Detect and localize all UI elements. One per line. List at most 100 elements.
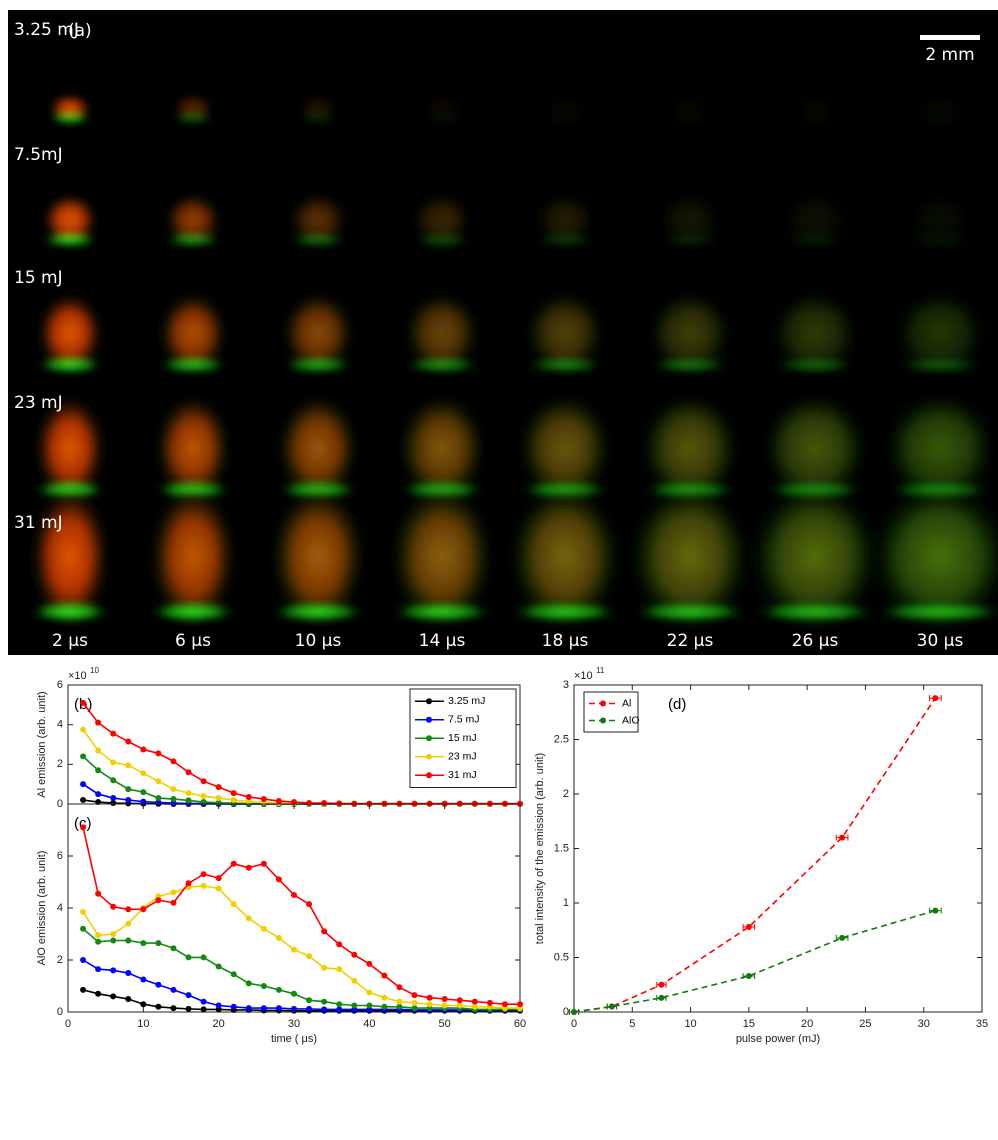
data-point — [230, 860, 237, 867]
data-point — [80, 925, 87, 932]
legend-marker — [426, 772, 432, 779]
plume — [532, 192, 598, 248]
data-point — [155, 795, 162, 802]
data-point — [80, 699, 87, 706]
plume-green-halo — [781, 192, 849, 248]
legend-label: 31 mJ — [448, 769, 477, 781]
x-tick-label: 50 — [439, 1018, 451, 1030]
plume — [515, 391, 615, 506]
plume-green-base — [753, 603, 877, 621]
plume-green-base — [526, 358, 604, 372]
data-point — [140, 798, 147, 805]
data-point — [306, 1005, 313, 1012]
plume-green-halo — [893, 289, 987, 377]
x-tick-label: 25 — [859, 1018, 871, 1030]
data-point — [501, 1001, 508, 1008]
x-tick-label: 40 — [363, 1018, 375, 1030]
data-point — [245, 1005, 252, 1012]
plume — [47, 94, 93, 123]
plume-green-halo — [522, 289, 608, 377]
x-axis-label: time ( μs) — [271, 1033, 317, 1045]
plume-green-base — [404, 358, 480, 372]
x-tick-label: 30 — [288, 1018, 300, 1030]
data-point — [245, 864, 252, 871]
data-point — [200, 998, 207, 1005]
plume-green-halo — [145, 480, 241, 633]
y-tick-label: 1 — [563, 897, 569, 909]
data-point — [932, 907, 939, 914]
data-point — [215, 885, 222, 892]
scale-bar — [920, 35, 980, 40]
plume-green-base — [412, 234, 472, 246]
plume — [637, 391, 743, 506]
data-point — [110, 777, 117, 784]
plume — [868, 480, 998, 633]
data-point — [381, 1003, 388, 1010]
legend-label: 23 mJ — [448, 751, 477, 763]
y-tick-label: 4 — [57, 719, 63, 731]
plume-grid — [26, 94, 998, 633]
legend-label: 3.25 mJ — [448, 695, 485, 707]
data-point — [170, 758, 177, 765]
panel-label: (c) — [74, 815, 92, 832]
plume-green-base — [391, 603, 493, 621]
plume-green-halo — [266, 480, 370, 633]
data-point — [351, 1002, 358, 1009]
legend-marker — [426, 698, 432, 705]
data-point — [396, 998, 403, 1005]
data-point — [745, 923, 752, 930]
plume-green-base — [874, 603, 998, 621]
data-point — [125, 937, 132, 944]
column-label: 14 µs — [419, 631, 466, 651]
plume-green-base — [149, 603, 237, 621]
plume-green-base — [158, 358, 228, 372]
data-point — [839, 834, 846, 841]
plume-green-halo — [155, 289, 231, 377]
data-point — [291, 946, 297, 953]
plume-green-halo — [39, 192, 101, 248]
y-tick-label: 6 — [57, 679, 63, 691]
row-label: 31 mJ — [14, 513, 63, 533]
plume-green-halo — [515, 391, 615, 506]
y-tick-label: 2 — [57, 954, 63, 966]
data-point — [95, 791, 102, 798]
data-point — [351, 977, 358, 984]
x-tick-label: 0 — [65, 1018, 71, 1030]
plume-green-halo — [151, 391, 235, 506]
legend-marker — [600, 700, 606, 707]
data-point — [381, 972, 388, 979]
data-point — [230, 971, 237, 978]
data-point — [571, 1009, 577, 1015]
data-point — [275, 1005, 282, 1012]
row-label: 15 mJ — [14, 268, 63, 288]
data-point — [140, 770, 147, 777]
plume-green-halo — [505, 480, 625, 633]
x-tick-label: 5 — [629, 1018, 635, 1030]
plume-green-base — [49, 113, 91, 123]
data-point — [140, 940, 147, 947]
data-point — [441, 1002, 448, 1009]
x-tick-label: 35 — [976, 1018, 988, 1030]
plume — [893, 289, 987, 377]
plume — [33, 289, 107, 377]
data-point — [260, 983, 267, 989]
data-point — [200, 778, 207, 785]
plume — [794, 113, 836, 123]
y-axis-label: Al emission (arb. unit) — [36, 691, 48, 797]
plume-green-halo — [646, 289, 734, 377]
plume-green-halo — [26, 480, 114, 633]
plume-green-base — [794, 113, 836, 123]
data-point — [336, 1006, 343, 1013]
data-point — [140, 1001, 147, 1008]
plume — [905, 192, 975, 248]
data-point — [155, 940, 162, 947]
legend-marker — [600, 717, 606, 724]
y-tick-label: 2 — [57, 758, 63, 770]
y-exponent: 10 — [90, 666, 99, 675]
plume — [421, 95, 463, 123]
y-axis-label: total intensity of the emission (arb. un… — [534, 753, 546, 944]
plume — [39, 192, 101, 248]
plume-green-base — [919, 113, 961, 123]
data-point — [245, 798, 252, 805]
plume-green-base — [510, 603, 620, 621]
